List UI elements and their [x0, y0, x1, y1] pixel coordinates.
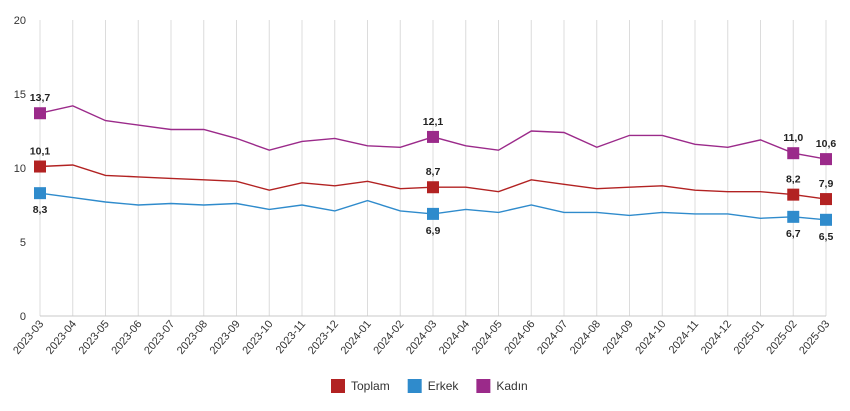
data-label-kadın: 12,1: [423, 116, 444, 128]
data-point-kadın: [427, 130, 439, 143]
x-tick-label: 2023-08: [175, 318, 210, 357]
data-point-erkek: [820, 213, 832, 226]
x-tick-label: 2025-02: [764, 318, 799, 357]
legend-swatch-toplam: [331, 379, 345, 393]
data-label-erkek: 6,9: [426, 225, 441, 237]
y-tick-label: 0: [20, 311, 26, 323]
y-tick-label: 10: [14, 163, 26, 175]
x-tick-label: 2023-05: [77, 318, 112, 357]
x-tick-label: 2024-09: [601, 318, 636, 357]
x-tick-label: 2023-07: [142, 318, 177, 357]
data-label-toplam: 8,2: [786, 174, 801, 186]
data-label-kadın: 13,7: [30, 92, 51, 104]
x-tick-label: 2024-05: [470, 318, 505, 357]
x-tick-label: 2024-02: [371, 318, 406, 357]
data-point-toplam: [34, 160, 46, 173]
data-label-kadın: 11,0: [783, 132, 803, 144]
axes: 051015202023-032023-042023-052023-062023…: [11, 15, 832, 357]
legend-label-erkek: Erkek: [428, 379, 460, 393]
data-label-erkek: 6,7: [786, 228, 801, 240]
data-point-kadın: [34, 107, 46, 120]
x-tick-label: 2023-06: [109, 318, 144, 357]
legend-swatch-erkek: [407, 379, 422, 393]
x-tick-label: 2024-04: [437, 318, 472, 357]
data-label-kadın: 10,6: [816, 138, 837, 150]
data-label-toplam: 8,7: [426, 166, 441, 178]
data-label-erkek: 6,5: [819, 231, 834, 243]
x-tick-label: 2023-04: [44, 318, 79, 357]
data-point-toplam: [427, 181, 439, 194]
x-tick-label: 2023-09: [208, 318, 243, 357]
x-tick-label: 2024-06: [502, 318, 537, 357]
x-tick-label: 2025-01: [732, 318, 767, 357]
grid-lines: [39, 20, 827, 316]
data-point-kadın: [820, 153, 832, 166]
y-tick-label: 20: [14, 15, 26, 27]
data-label-toplam: 10,1: [30, 146, 51, 158]
x-tick-label: 2024-07: [535, 318, 570, 357]
x-tick-label: 2024-10: [633, 318, 668, 357]
data-label-toplam: 7,9: [819, 178, 834, 190]
data-point-erkek: [787, 210, 800, 223]
data-point-toplam: [787, 188, 800, 201]
y-tick-label: 15: [14, 89, 26, 101]
y-tick-label: 5: [20, 237, 26, 249]
x-tick-label: 2024-11: [667, 318, 702, 356]
legend-label-kadın: Kadın: [496, 379, 527, 393]
legend-swatch-kadın: [476, 379, 491, 393]
x-tick-label: 2023-12: [306, 318, 341, 357]
legend-label-toplam: Toplam: [351, 379, 390, 393]
data-point-erkek: [34, 187, 46, 200]
data-markers: [34, 107, 832, 226]
x-tick-label: 2023-11: [274, 318, 309, 356]
data-point-erkek: [427, 207, 439, 220]
x-tick-label: 2024-08: [568, 318, 603, 357]
data-point-kadın: [787, 147, 800, 160]
x-tick-label: 2023-03: [11, 318, 46, 357]
data-label-erkek: 8,3: [33, 204, 48, 216]
x-tick-label: 2024-12: [699, 318, 734, 357]
x-tick-label: 2023-10: [240, 318, 275, 357]
x-tick-label: 2024-01: [339, 318, 374, 357]
legend: Toplam Erkek Kadın: [331, 379, 528, 393]
x-tick-label: 2025-03: [797, 318, 832, 357]
x-tick-label: 2024-03: [404, 318, 439, 357]
data-point-toplam: [820, 193, 832, 206]
data-labels: 10,1 8,7 8,2 7,9 8,3 6,9 6,7 6,5 13,7 12,1 11,0 10,…: [30, 92, 837, 243]
